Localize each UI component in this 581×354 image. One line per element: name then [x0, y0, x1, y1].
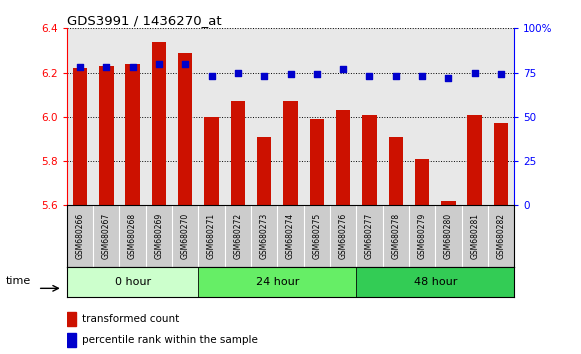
Point	[470, 70, 479, 75]
Text: 0 hour: 0 hour	[114, 277, 150, 287]
Text: GSM680278: GSM680278	[391, 213, 400, 259]
Bar	[494, 124, 508, 205]
Text: GSM680277: GSM680277	[365, 213, 374, 259]
Text: transformed count: transformed count	[82, 314, 180, 324]
Bar	[362, 115, 376, 205]
Bar	[257, 137, 271, 205]
Text: GSM680268: GSM680268	[128, 213, 137, 259]
Bar	[73, 68, 87, 205]
Text: GSM680282: GSM680282	[497, 213, 505, 259]
Text: time: time	[6, 276, 31, 286]
Point	[365, 73, 374, 79]
Point	[128, 64, 137, 70]
Point	[102, 64, 111, 70]
Bar	[356, 267, 514, 297]
Text: GSM680266: GSM680266	[76, 213, 84, 259]
Point	[286, 72, 295, 77]
Bar	[336, 110, 350, 205]
Bar	[67, 312, 77, 326]
Bar	[178, 53, 192, 205]
Text: GSM680280: GSM680280	[444, 213, 453, 259]
Point	[207, 73, 216, 79]
Text: GSM680281: GSM680281	[470, 213, 479, 259]
Bar	[389, 137, 403, 205]
Text: GSM680276: GSM680276	[339, 213, 347, 259]
Bar	[152, 42, 166, 205]
Point	[444, 75, 453, 81]
Text: GSM680270: GSM680270	[181, 213, 190, 259]
Bar	[99, 66, 113, 205]
Point	[339, 66, 348, 72]
Point	[391, 73, 400, 79]
Point	[181, 61, 190, 67]
Text: 48 hour: 48 hour	[414, 277, 457, 287]
Bar	[198, 267, 356, 297]
Point	[155, 61, 164, 67]
Text: GSM680269: GSM680269	[155, 213, 163, 259]
Text: GSM680271: GSM680271	[207, 213, 216, 259]
Text: GSM680273: GSM680273	[260, 213, 268, 259]
Text: GSM680275: GSM680275	[313, 213, 321, 259]
Point	[417, 73, 426, 79]
Text: 24 hour: 24 hour	[256, 277, 299, 287]
Text: GSM680272: GSM680272	[234, 213, 242, 259]
Bar	[415, 159, 429, 205]
Bar	[231, 101, 245, 205]
Bar	[284, 101, 297, 205]
Bar	[468, 115, 482, 205]
Bar	[67, 267, 198, 297]
Point	[312, 72, 321, 77]
Point	[233, 70, 242, 75]
Bar	[205, 117, 219, 205]
Bar	[67, 333, 77, 347]
Text: GSM680274: GSM680274	[286, 213, 295, 259]
Text: percentile rank within the sample: percentile rank within the sample	[82, 335, 258, 345]
Bar	[125, 64, 140, 205]
Point	[496, 72, 505, 77]
Text: GDS3991 / 1436270_at: GDS3991 / 1436270_at	[67, 14, 221, 27]
Text: GSM680267: GSM680267	[102, 213, 111, 259]
Text: GSM680279: GSM680279	[418, 213, 426, 259]
Point	[260, 73, 269, 79]
Bar	[310, 119, 324, 205]
Bar	[441, 201, 456, 205]
Point	[76, 64, 85, 70]
